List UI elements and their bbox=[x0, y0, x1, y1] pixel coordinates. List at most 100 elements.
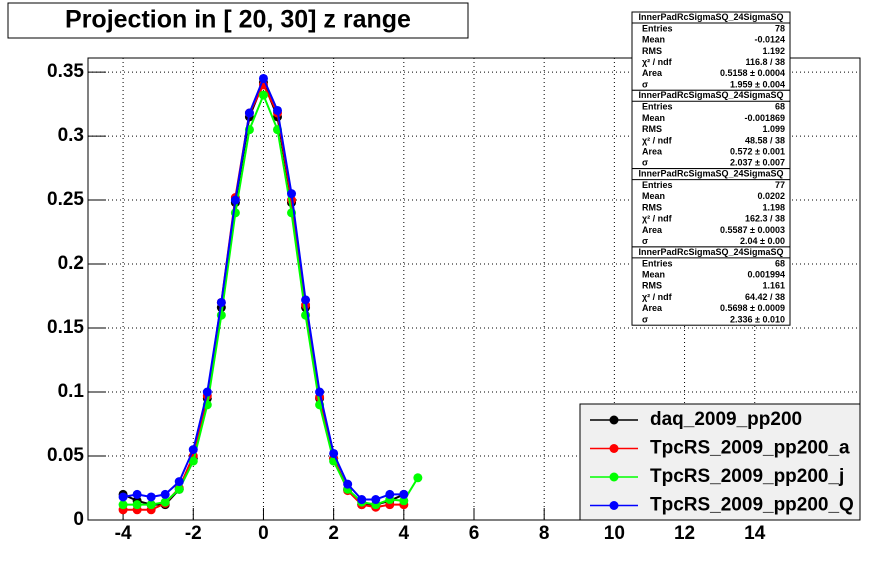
legend-label: TpcRS_2009_pp200_Q bbox=[650, 495, 854, 516]
stats-label: Entries bbox=[642, 23, 673, 33]
stats-value: 0.572 ± 0.001 bbox=[730, 146, 785, 156]
series-line bbox=[123, 92, 419, 506]
stats-label: Area bbox=[642, 146, 663, 156]
stats-value: 68 bbox=[775, 258, 785, 268]
stats-value: -0.0124 bbox=[754, 35, 785, 45]
data-point bbox=[357, 495, 367, 505]
stats-label: Entries bbox=[642, 180, 673, 190]
stats-title: InnerPadRcSigmaSQ_24SigmaSQ bbox=[638, 247, 783, 257]
stats-label: σ bbox=[642, 236, 648, 246]
x-tick-label: 10 bbox=[604, 523, 625, 544]
y-tick-label: 0.35 bbox=[47, 61, 84, 82]
y-tick-label: 0.3 bbox=[58, 125, 84, 146]
data-point bbox=[188, 456, 198, 466]
stats-title: InnerPadRcSigmaSQ_24SigmaSQ bbox=[638, 90, 783, 100]
data-point bbox=[301, 295, 311, 305]
stats-label: χ² / ndf bbox=[642, 292, 673, 302]
x-tick-label: 14 bbox=[744, 523, 766, 544]
stats-label: Area bbox=[642, 68, 663, 78]
data-point bbox=[315, 387, 325, 397]
stats-label: Mean bbox=[642, 191, 665, 201]
x-tick-label: 12 bbox=[674, 523, 695, 544]
stats-value: 162.3 / 38 bbox=[745, 214, 785, 224]
x-tick-label: 8 bbox=[539, 523, 550, 544]
legend-label: daq_2009_pp200 bbox=[650, 409, 802, 430]
data-point bbox=[343, 479, 353, 489]
data-point bbox=[413, 473, 423, 483]
x-tick-label: 4 bbox=[399, 523, 410, 544]
stats-box bbox=[631, 11, 791, 91]
data-point bbox=[132, 500, 142, 510]
stats-value: -0.001869 bbox=[744, 113, 785, 123]
y-tick-label: 0.25 bbox=[47, 189, 84, 210]
data-point bbox=[385, 489, 395, 499]
chart-title: Projection in [ 20, 30] z range bbox=[65, 6, 411, 34]
stats-label: σ bbox=[642, 158, 648, 168]
data-point bbox=[371, 495, 381, 505]
stats-value: 78 bbox=[775, 23, 785, 33]
data-point bbox=[160, 489, 170, 499]
data-point bbox=[188, 445, 198, 455]
y-tick-label: 0.15 bbox=[47, 317, 84, 338]
stats-title: InnerPadRcSigmaSQ_24SigmaSQ bbox=[638, 168, 783, 178]
data-point bbox=[160, 497, 170, 507]
stats-value: 1.198 bbox=[762, 202, 785, 212]
stats-value: 0.5587 ± 0.0003 bbox=[720, 225, 785, 235]
stats-box bbox=[631, 89, 791, 170]
x-tick-label: 0 bbox=[258, 523, 269, 544]
data-point bbox=[258, 90, 268, 100]
data-point bbox=[202, 387, 212, 397]
y-tick-label: 0.2 bbox=[58, 253, 84, 274]
stats-value: 0.0202 bbox=[757, 191, 785, 201]
legend-box bbox=[579, 403, 861, 521]
legend-marker bbox=[609, 472, 619, 482]
data-point bbox=[132, 489, 142, 499]
data-point bbox=[174, 477, 184, 487]
data-point bbox=[287, 189, 297, 199]
stats-value: 116.8 / 38 bbox=[745, 57, 785, 67]
x-tick-label: 6 bbox=[469, 523, 480, 544]
data-point bbox=[146, 492, 156, 502]
data-point bbox=[244, 108, 254, 118]
data-point bbox=[146, 500, 156, 510]
legend-marker bbox=[609, 415, 619, 425]
stats-label: χ² / ndf bbox=[642, 214, 673, 224]
stats-value: 64.42 / 38 bbox=[745, 292, 785, 302]
stats-label: σ bbox=[642, 314, 648, 324]
stats-label: Mean bbox=[642, 269, 665, 279]
stats-value: 77 bbox=[775, 180, 785, 190]
stats-value: 1.192 bbox=[762, 46, 785, 56]
stats-box bbox=[631, 168, 791, 248]
stats-label: χ² / ndf bbox=[642, 57, 673, 67]
stats-label: Entries bbox=[642, 102, 673, 112]
y-tick-label: 0 bbox=[73, 509, 84, 530]
x-tick-label: -2 bbox=[185, 523, 202, 544]
stats-value: 2.336 ± 0.010 bbox=[730, 314, 785, 324]
stats-value: 2.037 ± 0.007 bbox=[730, 158, 785, 168]
stats-label: χ² / ndf bbox=[642, 135, 673, 145]
stats-label: σ bbox=[642, 79, 648, 89]
title-box bbox=[7, 2, 469, 39]
data-point bbox=[329, 448, 339, 458]
legend-label: TpcRS_2009_pp200_j bbox=[650, 466, 844, 487]
stats-label: Area bbox=[642, 303, 663, 313]
data-point bbox=[174, 484, 184, 494]
x-tick-label: 2 bbox=[328, 523, 339, 544]
stats-label: Area bbox=[642, 225, 663, 235]
stats-value: 1.099 bbox=[762, 124, 785, 134]
stats-value: 1.959 ± 0.004 bbox=[730, 79, 785, 89]
data-point bbox=[272, 105, 282, 115]
y-tick-label: 0.1 bbox=[58, 381, 85, 402]
data-point bbox=[118, 492, 128, 502]
stats-value: 0.001994 bbox=[747, 269, 785, 279]
stats-value: 1.161 bbox=[762, 281, 785, 291]
stats-title: InnerPadRcSigmaSQ_24SigmaSQ bbox=[638, 12, 783, 22]
stats-value: 0.5698 ± 0.0009 bbox=[720, 303, 785, 313]
stats-label: RMS bbox=[642, 202, 662, 212]
stats-label: RMS bbox=[642, 281, 662, 291]
legend-label: TpcRS_2009_pp200_a bbox=[650, 438, 850, 459]
data-point bbox=[399, 489, 409, 499]
stats-label: Mean bbox=[642, 35, 665, 45]
stats-label: Entries bbox=[642, 258, 673, 268]
